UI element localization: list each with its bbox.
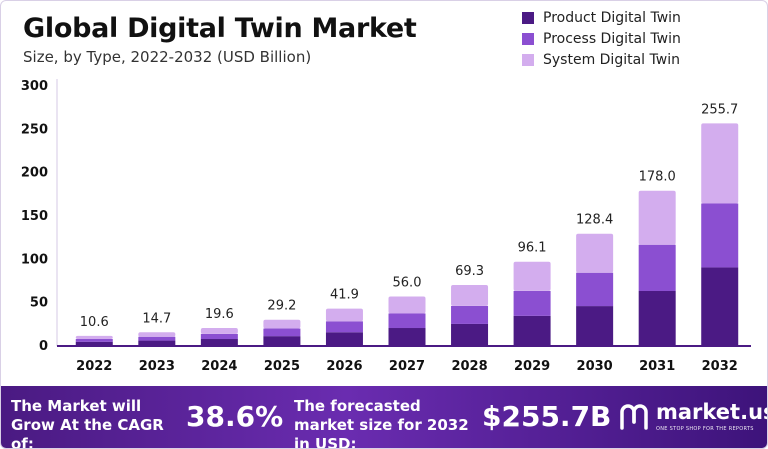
x-tick-label: 2032	[702, 359, 738, 374]
y-tick-label: 100	[21, 252, 48, 267]
bar-segment-system-digital-twin	[138, 332, 176, 337]
bar-segment-product-digital-twin	[263, 336, 301, 345]
bar-segment-process-digital-twin	[576, 272, 614, 307]
y-tick-label: 50	[30, 296, 48, 311]
bar-segment-system-digital-twin	[513, 261, 551, 291]
bar-segment-process-digital-twin	[138, 336, 176, 341]
bar-segment-product-digital-twin	[75, 341, 113, 345]
data-label-total: 128.4	[576, 213, 613, 228]
x-tick-label: 2023	[139, 359, 175, 374]
y-tick-label: 250	[21, 122, 48, 137]
legend-item-system: System Digital Twin	[522, 49, 681, 70]
data-label-total: 14.7	[142, 311, 171, 326]
x-tick-label: 2026	[326, 359, 362, 374]
x-tick-label: 2027	[389, 359, 425, 374]
legend-swatch-product	[522, 11, 534, 24]
stacked-bar-chart: 0 50 100 150 200 250 300 10.6 2022 14.7 2023 19.6 20…	[21, 79, 751, 374]
y-tick-label: 150	[21, 209, 48, 224]
chart-subtitle: Size, by Type, 2022-2032 (USD Billion)	[23, 48, 312, 66]
bar-segment-system-digital-twin	[325, 308, 363, 322]
legend-label-product: Product Digital Twin	[543, 9, 681, 26]
data-label-total: 41.9	[330, 288, 359, 303]
cagr-label: The Market will Grow At the CAGR of:	[11, 397, 164, 449]
data-label-total: 19.6	[205, 307, 234, 322]
x-tick-label: 2024	[201, 359, 237, 374]
legend-item-process: Process Digital Twin	[522, 28, 681, 49]
bar-segment-product-digital-twin	[138, 340, 176, 345]
bar-segment-process-digital-twin	[75, 339, 113, 342]
bar-segment-system-digital-twin	[451, 284, 489, 306]
legend-swatch-system	[522, 53, 534, 66]
brand-name: market.us	[656, 400, 768, 424]
data-label-total: 10.6	[80, 315, 109, 330]
y-tick-label: 300	[21, 79, 48, 94]
bar-segment-product-digital-twin	[638, 291, 676, 345]
y-tick-label: 0	[39, 339, 48, 354]
legend-swatch-process	[522, 32, 534, 45]
bar-segment-product-digital-twin	[701, 267, 739, 345]
data-label-total: 96.1	[518, 241, 547, 256]
data-label-total: 255.7	[701, 102, 738, 117]
cagr-banner: The Market will Grow At the CAGR of: 38.…	[1, 386, 767, 449]
bar-segment-product-digital-twin	[388, 328, 426, 345]
forecast-value: $255.7B	[482, 400, 612, 433]
chart-legend: Product Digital Twin Process Digital Twi…	[522, 7, 681, 70]
bar-segment-system-digital-twin	[200, 328, 238, 334]
data-label-total: 69.3	[455, 264, 484, 279]
bar-segment-system-digital-twin	[576, 233, 614, 273]
bar-segment-system-digital-twin	[388, 296, 426, 314]
bar-segment-process-digital-twin	[701, 203, 739, 268]
bar-segment-product-digital-twin	[200, 339, 238, 345]
data-label-total: 178.0	[639, 170, 676, 185]
legend-item-product: Product Digital Twin	[522, 7, 681, 28]
x-tick-label: 2028	[451, 359, 487, 374]
brand-tagline: ONE STOP SHOP FOR THE REPORTS	[656, 426, 754, 432]
bar-segment-process-digital-twin	[451, 305, 489, 324]
brand-logo: market.us ONE STOP SHOP FOR THE REPORTS	[619, 398, 767, 438]
bar-segment-process-digital-twin	[638, 244, 676, 292]
chart-title: Global Digital Twin Market	[23, 13, 417, 44]
bar-segment-system-digital-twin	[701, 123, 739, 204]
market-us-logo-icon	[620, 404, 648, 430]
x-tick-label: 2025	[264, 359, 300, 374]
x-tick-label: 2029	[514, 359, 550, 374]
x-tick-label: 2030	[577, 359, 613, 374]
bar-segment-process-digital-twin	[388, 313, 426, 329]
legend-label-process: Process Digital Twin	[543, 30, 681, 47]
bar-segment-product-digital-twin	[576, 306, 614, 345]
bar-segment-system-digital-twin	[263, 319, 301, 329]
bar-segment-product-digital-twin	[325, 332, 363, 345]
bar-segment-product-digital-twin	[451, 323, 489, 345]
bar-segment-product-digital-twin	[513, 315, 551, 345]
bar-segment-process-digital-twin	[325, 321, 363, 333]
x-tick-label: 2031	[639, 359, 675, 374]
data-label-total: 29.2	[267, 299, 296, 314]
bar-segment-process-digital-twin	[200, 333, 238, 340]
forecast-label: The forecasted market size for 2032 in U…	[294, 397, 469, 449]
y-tick-label: 200	[21, 166, 48, 181]
cagr-value: 38.6%	[186, 400, 284, 433]
bar-segment-process-digital-twin	[513, 290, 551, 316]
bar-segment-process-digital-twin	[263, 328, 301, 337]
bar-segment-system-digital-twin	[638, 190, 676, 245]
x-tick-label: 2022	[76, 359, 112, 374]
bar-segment-system-digital-twin	[75, 335, 113, 340]
data-label-total: 56.0	[393, 275, 422, 290]
legend-label-system: System Digital Twin	[543, 51, 680, 68]
